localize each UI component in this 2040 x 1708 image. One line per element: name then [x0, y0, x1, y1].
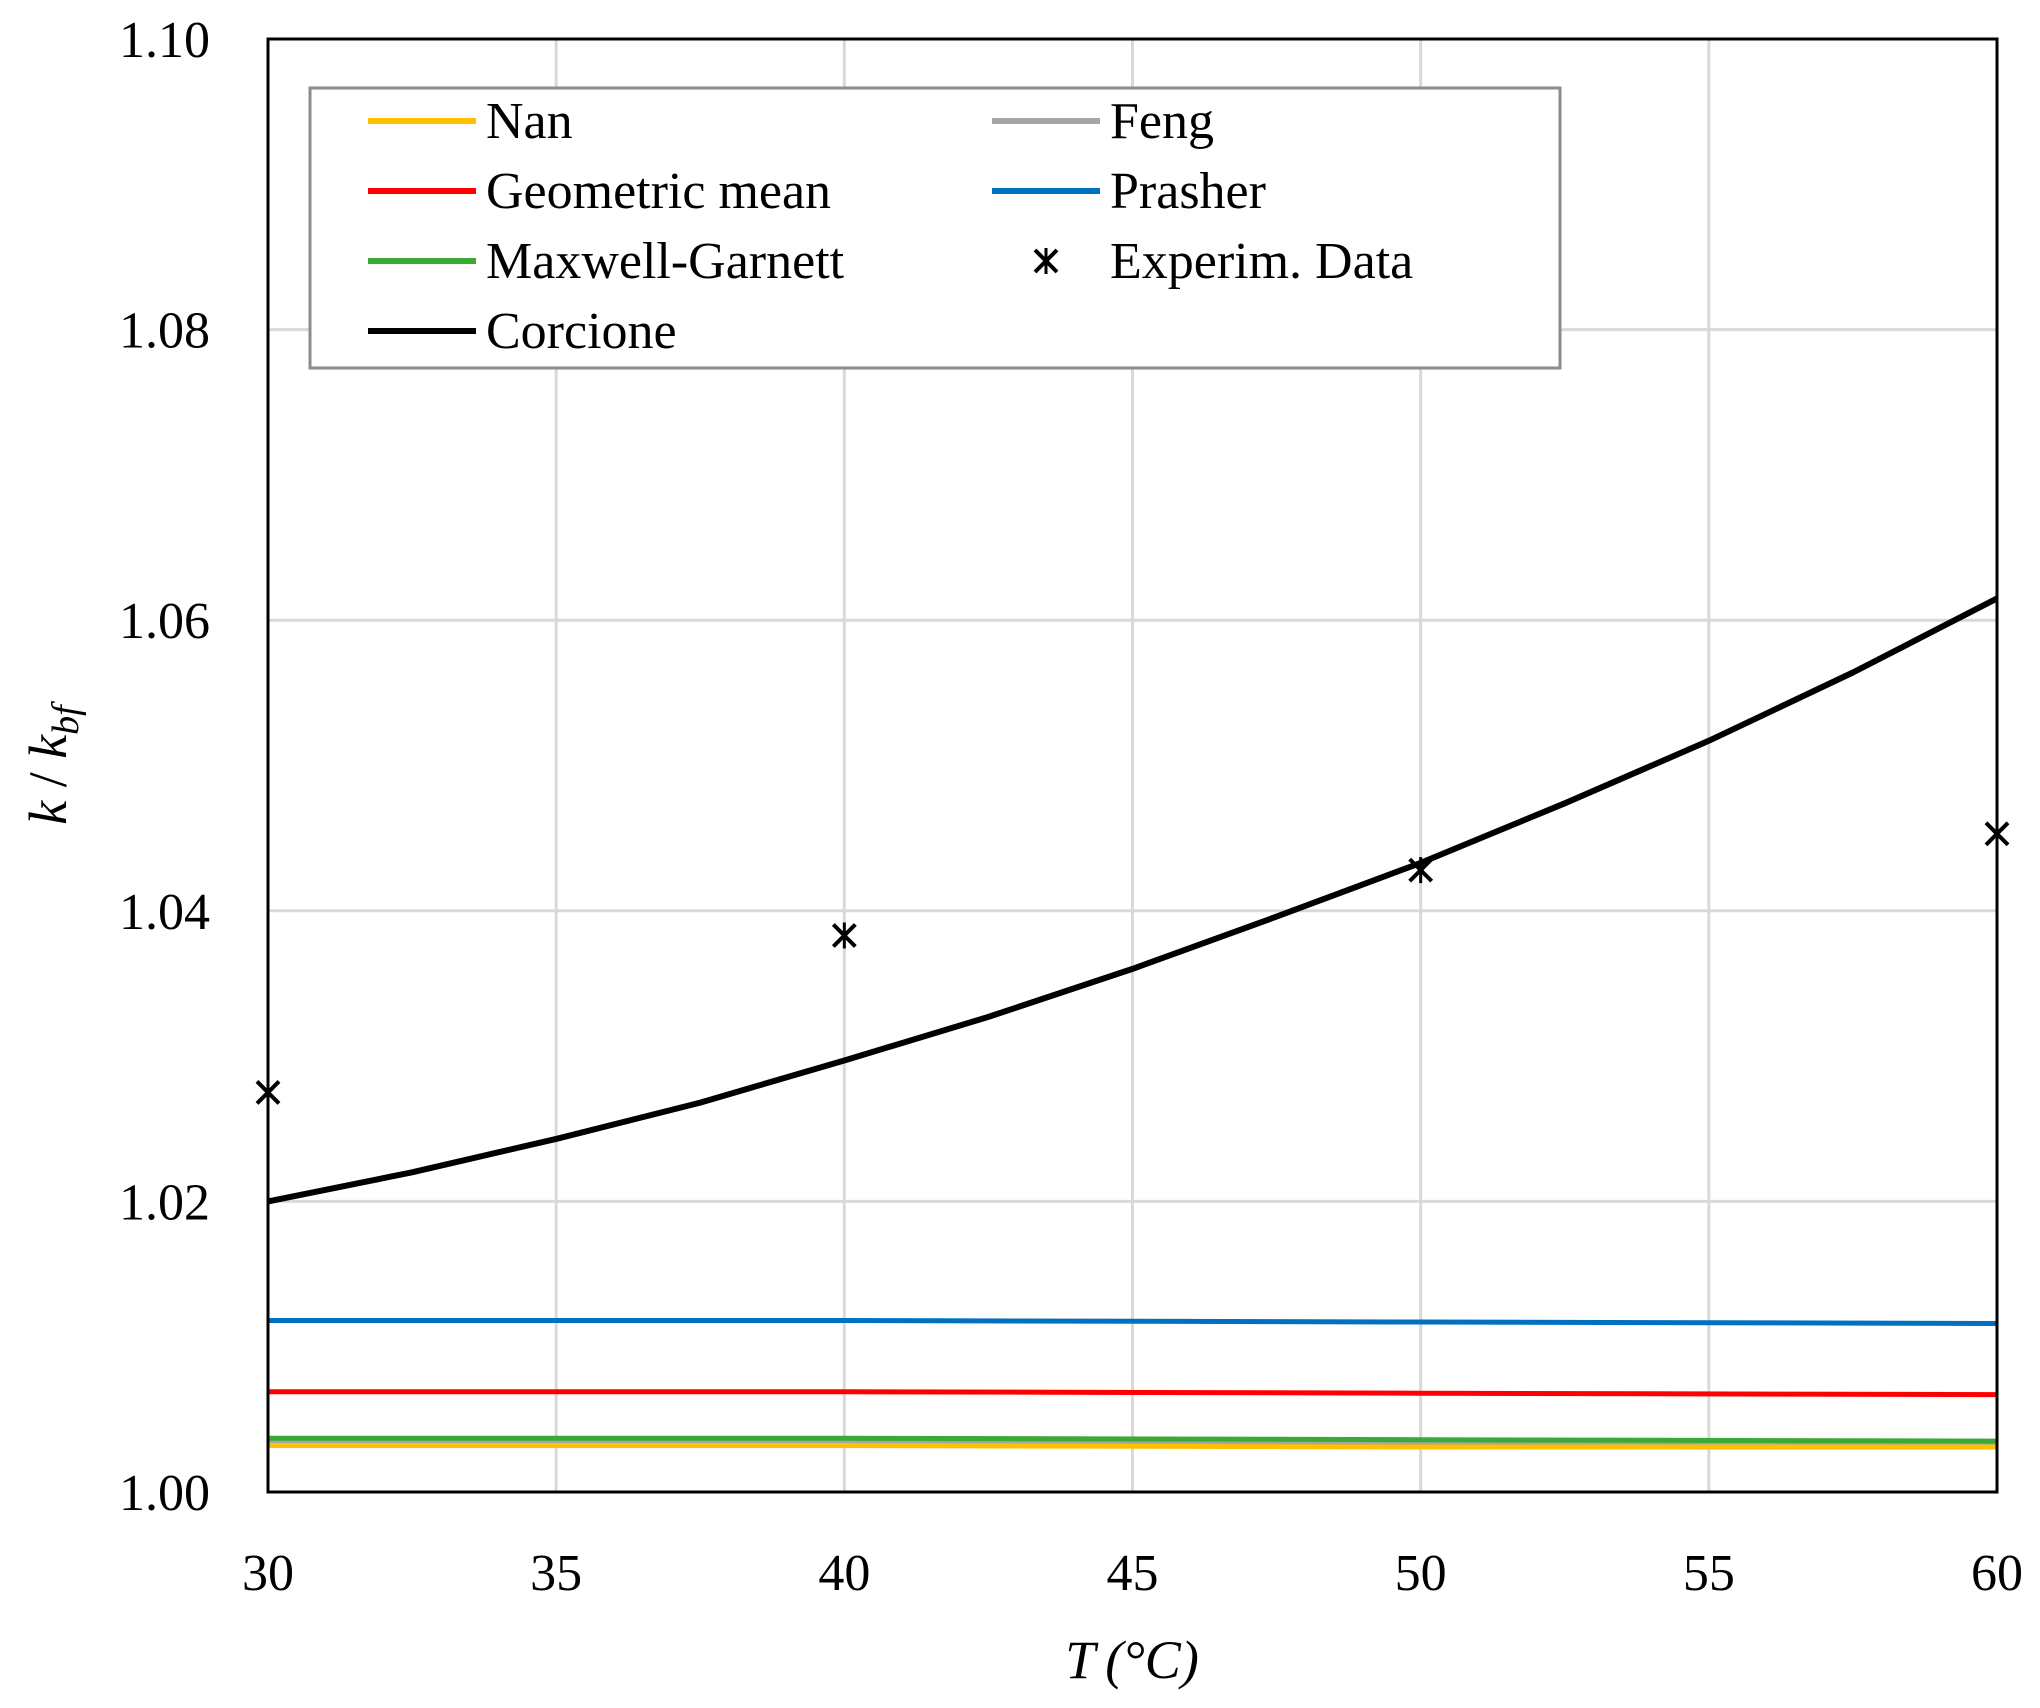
- x-tick-label: 55: [1683, 1545, 1735, 1602]
- legend-label: Experim. Data: [1110, 233, 1413, 290]
- legend-label: Nan: [486, 93, 573, 150]
- legend-item-feng: Feng: [992, 93, 1214, 150]
- tick-layer: 30 35 40 45 50 55 60 1.00 1.02 1.04 1.06 1.08 1.10: [119, 12, 2023, 1602]
- legend-label: Corcione: [486, 303, 677, 360]
- series-line-geometric-mean: [268, 1389, 1998, 1398]
- series-line-nan: [268, 1443, 1997, 1450]
- legend-swatch: [1033, 248, 1059, 274]
- x-tick-label: 40: [818, 1545, 870, 1602]
- x-tick-label: 45: [1107, 1545, 1159, 1602]
- legend-item-maxwell-garnett: Maxwell-Garnett: [368, 233, 845, 290]
- x-axis-title: T (°C): [1065, 1630, 1199, 1690]
- legend-item-experim-data: Experim. Data: [1033, 233, 1413, 290]
- x-tick-label: 30: [242, 1545, 294, 1602]
- y-tick-label: 1.00: [119, 1465, 210, 1522]
- legend-item-corcione: Corcione: [368, 303, 677, 360]
- y-tick-label: 1.10: [119, 12, 210, 69]
- series-line-corcione: [267, 595, 1999, 1205]
- legend-label: Feng: [1110, 93, 1214, 150]
- legend-item-nan: Nan: [368, 93, 573, 150]
- y-tick-label: 1.06: [119, 593, 210, 650]
- y-tick-label: 1.08: [119, 303, 210, 360]
- legend-box: [308, 86, 1562, 370]
- series-layer: [255, 595, 2010, 1450]
- x-tick-label: 35: [530, 1545, 582, 1602]
- y-tick-label: 1.04: [119, 884, 210, 941]
- legend: Nan Feng Geometric mean Prasher Maxwell-Garn…: [308, 86, 1562, 370]
- legend-item-prasher: Prasher: [992, 163, 1266, 220]
- plot-frame: [266, 37, 1999, 1494]
- data-point-experim-data: [1408, 857, 1434, 884]
- legend-item-geometric-mean: Geometric mean: [368, 163, 831, 220]
- y-tick-label: 1.02: [119, 1174, 210, 1231]
- legend-label: Geometric mean: [486, 163, 831, 220]
- y-axis-title: k / kbf: [18, 701, 87, 825]
- series-line-prasher: [268, 1318, 1998, 1326]
- data-point-experim-data: [831, 922, 857, 949]
- x-tick-label: 50: [1395, 1545, 1447, 1602]
- legend-label: Prasher: [1110, 163, 1266, 220]
- x-tick-label: 60: [1971, 1545, 2023, 1602]
- legend-label: Maxwell-Garnett: [486, 233, 845, 290]
- series-line-maxwell-garnett: [268, 1435, 1998, 1444]
